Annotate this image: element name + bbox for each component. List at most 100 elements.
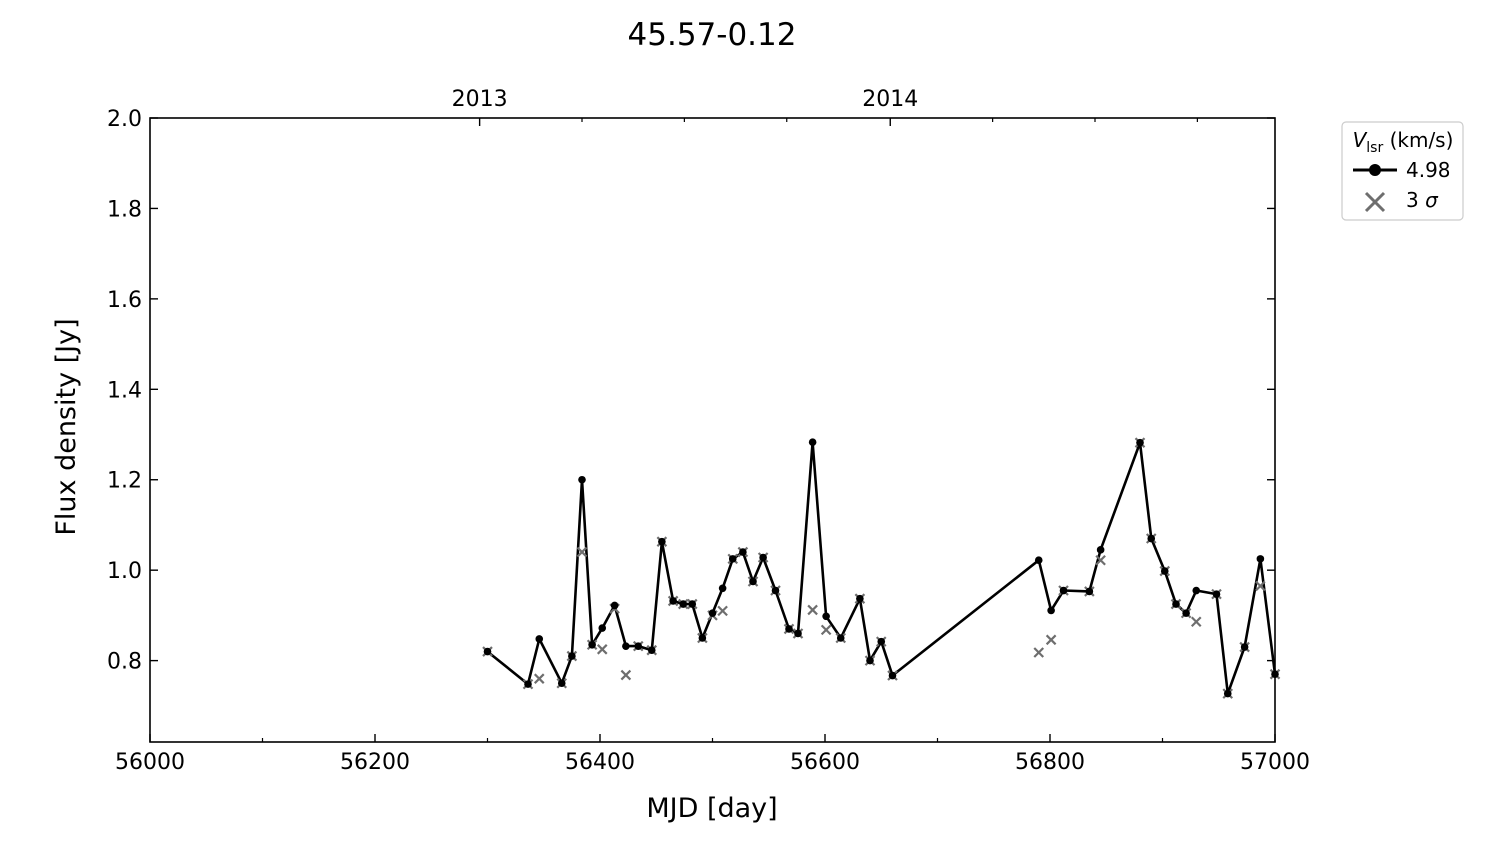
data-point	[1136, 438, 1144, 447]
data-point	[718, 584, 727, 593]
x-tick-label: 56200	[340, 750, 410, 775]
y-axis-label: Flux density [Jy]	[51, 318, 82, 535]
data-point	[1160, 567, 1169, 575]
data-point	[822, 612, 830, 621]
data-point	[1212, 590, 1221, 598]
x-axis-label: MJD [day]	[646, 793, 777, 824]
data-point	[1096, 546, 1105, 554]
data-point	[679, 600, 688, 608]
data-point	[557, 679, 566, 688]
legend-entry-label: 3 σ	[1406, 188, 1439, 212]
series-line	[486, 440, 1277, 695]
y-tick-label: 1.2	[107, 469, 142, 494]
data-point	[771, 586, 780, 595]
sigma-x-marker	[1033, 647, 1045, 658]
data-point	[688, 600, 697, 608]
plot-frame	[149, 117, 1276, 743]
data-point	[622, 642, 630, 650]
sigma-x-stroke	[1255, 580, 1266, 592]
data-point	[588, 640, 596, 649]
data-point	[578, 475, 586, 484]
data-point	[728, 555, 737, 563]
data-point	[610, 601, 619, 610]
top-tick-label: 2014	[862, 87, 918, 112]
data-point	[535, 635, 544, 643]
sigma-x-marker	[820, 624, 832, 636]
y-tick-label: 1.6	[107, 288, 142, 313]
data-point	[568, 652, 576, 660]
data-point	[1192, 586, 1201, 595]
data-series	[482, 437, 1281, 699]
sigma-x-marker	[1255, 580, 1266, 592]
chart-title: 45.57-0.12	[628, 17, 797, 53]
sigma-x-stroke	[717, 605, 728, 617]
sigma-x-stroke	[1045, 634, 1057, 646]
sigma-x-marker	[576, 546, 588, 558]
data-point	[866, 656, 874, 665]
data-point	[658, 537, 666, 546]
x-tick-label: 56000	[115, 750, 185, 775]
data-point	[1223, 689, 1232, 698]
data-point	[1182, 609, 1190, 617]
data-point	[698, 634, 707, 642]
x-tick-label: 56800	[1015, 750, 1085, 775]
data-point	[634, 642, 643, 650]
y-tick-label: 2.0	[107, 107, 142, 132]
data-point	[877, 637, 886, 646]
legend: Vlsr (km/s) 4.98 3 σ	[1341, 121, 1464, 221]
data-point	[708, 609, 717, 617]
y-tick-label: 1.8	[107, 197, 142, 222]
legend-circle-marker	[1369, 164, 1381, 176]
data-point	[647, 646, 656, 655]
data-point	[759, 553, 767, 562]
legend-box	[1341, 121, 1464, 221]
sigma-x-stroke	[576, 546, 588, 558]
data-point	[598, 624, 607, 632]
data-point	[856, 594, 864, 603]
sigma-x-marker	[1095, 554, 1106, 566]
sigma-x-marker	[1190, 616, 1202, 627]
axis-ticks: 56000 56200 56400 56600 56800 57000 0.8 1.0 1.2 1…	[107, 87, 1310, 775]
sigma-x-stroke	[596, 644, 608, 655]
x-tick-label: 56600	[790, 750, 860, 775]
data-point	[1059, 586, 1068, 595]
sigma-x-marker	[1045, 634, 1057, 646]
sigma-x-stroke	[620, 669, 632, 681]
sigma-x-marker	[807, 604, 818, 616]
data-point	[1085, 587, 1094, 596]
sigma-x-stroke	[533, 673, 545, 684]
sigma-x-marker	[596, 644, 608, 655]
data-point	[739, 548, 747, 556]
sigma-x-marker	[533, 673, 545, 684]
legend-entry-label: 4.98	[1406, 158, 1451, 182]
data-point	[794, 629, 802, 638]
top-tick-label: 2013	[452, 87, 508, 112]
data-point	[1034, 556, 1043, 565]
y-tick-label: 0.8	[107, 650, 142, 675]
sigma-x-stroke	[1033, 647, 1045, 658]
y-tick-label: 1.4	[107, 378, 142, 403]
legend-title: Vlsr (km/s)	[1353, 128, 1454, 156]
data-point	[1240, 643, 1249, 651]
data-point	[669, 597, 677, 605]
sigma-x-stroke	[1095, 554, 1106, 566]
y-tick-label: 1.0	[107, 559, 142, 584]
sigma-x-stroke	[820, 624, 832, 636]
data-point	[1256, 555, 1265, 563]
sigma-x-marker	[620, 669, 632, 681]
data-point	[524, 680, 532, 688]
sigma-x-stroke	[807, 604, 818, 616]
legend-x-marker	[1364, 191, 1386, 213]
x-tick-label: 57000	[1240, 750, 1310, 775]
data-point	[749, 577, 757, 586]
data-point	[1047, 606, 1055, 615]
data-point	[1147, 534, 1156, 543]
sigma-x-marker	[717, 605, 728, 617]
x-tick-label: 56400	[565, 750, 635, 775]
data-point	[808, 438, 817, 447]
data-point	[785, 625, 793, 633]
data-point	[1172, 600, 1180, 608]
data-point	[888, 671, 897, 680]
sigma-x-stroke	[1190, 616, 1202, 627]
